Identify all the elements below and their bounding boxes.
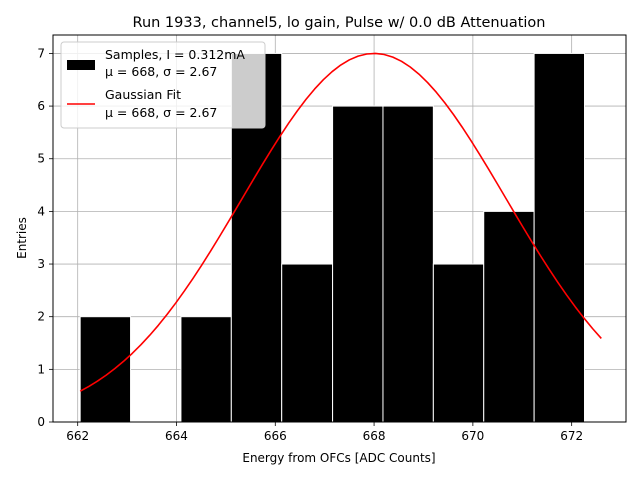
y-axis-label: Entries xyxy=(15,217,29,259)
y-tick-label: 2 xyxy=(37,310,45,324)
plot-frame xyxy=(52,34,627,423)
legend-box xyxy=(60,41,266,129)
histogram-bar xyxy=(382,105,434,423)
histogram-bar xyxy=(79,316,132,423)
histogram-bar xyxy=(533,52,586,423)
y-tick-label: 4 xyxy=(37,204,45,218)
y-tick-label: 6 xyxy=(37,99,45,113)
legend-patch-swatch xyxy=(67,60,95,70)
histogram-bar xyxy=(432,263,485,423)
y-tick-label: 7 xyxy=(37,46,45,60)
y-tick-label: 3 xyxy=(37,257,45,271)
x-tick-label: 662 xyxy=(66,429,89,443)
y-tick-label: 0 xyxy=(37,415,45,429)
legend-fit-label: Gaussian Fit xyxy=(105,87,181,102)
chart-title: Run 1933, channel5, lo gain, Pulse w/ 0.… xyxy=(133,15,546,31)
y-tick-label: 5 xyxy=(37,152,45,166)
histogram-bar xyxy=(281,263,334,423)
gaussian-fit-line xyxy=(79,52,602,392)
histogram-bar xyxy=(483,210,535,423)
x-tick-label: 666 xyxy=(264,429,287,443)
x-tick-label: 668 xyxy=(363,429,386,443)
x-tick-label: 664 xyxy=(165,429,188,443)
y-tick-label: 1 xyxy=(37,362,45,376)
histogram-bar xyxy=(180,316,232,423)
axis-ticks: 662 664 666 668 670 672 0 1 2 3 4 5 6 7 xyxy=(37,46,583,443)
legend: Samples, I = 0.312mA μ = 668, σ = 2.67 G… xyxy=(60,41,266,129)
x-axis-label: Energy from OFCs [ADC Counts] xyxy=(242,451,435,465)
x-tick-label: 670 xyxy=(461,429,484,443)
histogram-bar xyxy=(332,105,384,423)
x-tick-label: 672 xyxy=(560,429,583,443)
legend-samples-stats: μ = 668, σ = 2.67 xyxy=(105,64,217,79)
legend-fit-stats: μ = 668, σ = 2.67 xyxy=(105,105,217,120)
gaussian-fit-series xyxy=(79,52,602,392)
legend-samples-label: Samples, I = 0.312mA xyxy=(105,47,245,62)
